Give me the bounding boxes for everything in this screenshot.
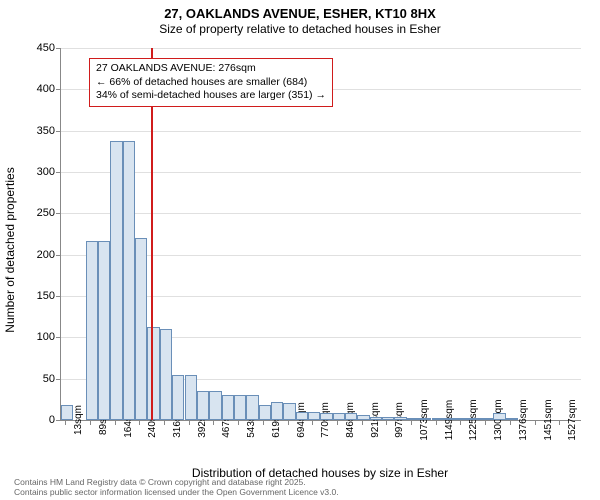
- histogram-bar: [345, 413, 357, 420]
- x-tick-label: 1451sqm: [535, 399, 554, 440]
- y-tick-label: 200: [15, 249, 61, 261]
- histogram-bar: [135, 238, 147, 420]
- histogram-bar: [123, 141, 135, 420]
- y-tick-label: 0: [15, 414, 61, 426]
- histogram-bar: [419, 418, 431, 420]
- chart-container: 27, OAKLANDS AVENUE, ESHER, KT10 8HX Siz…: [0, 0, 600, 500]
- histogram-bar: [110, 141, 122, 420]
- histogram-bar: [432, 418, 444, 420]
- histogram-bar: [382, 417, 394, 420]
- chart-title-sub: Size of property relative to detached ho…: [0, 22, 600, 36]
- x-tick-label: 770sqm: [312, 402, 331, 438]
- histogram-bar: [259, 405, 271, 420]
- annotation-line3: 34% of semi-detached houses are larger (…: [96, 89, 326, 103]
- histogram-bar: [160, 329, 172, 420]
- x-tick-label: 1527sqm: [559, 399, 578, 440]
- x-tick-label: 921sqm: [362, 402, 381, 438]
- histogram-bar: [456, 418, 468, 420]
- histogram-bar: [271, 402, 283, 420]
- histogram-bar: [469, 418, 481, 420]
- histogram-bar: [320, 413, 332, 420]
- annotation-line2: ← 66% of detached houses are smaller (68…: [96, 76, 326, 90]
- histogram-bar: [246, 395, 258, 420]
- gridline-h: [61, 172, 581, 173]
- annotation-box: 27 OAKLANDS AVENUE: 276sqm← 66% of detac…: [89, 58, 333, 107]
- histogram-bar: [197, 391, 209, 420]
- y-tick-label: 300: [15, 166, 61, 178]
- histogram-bar: [61, 405, 73, 420]
- chart-title-main: 27, OAKLANDS AVENUE, ESHER, KT10 8HX: [0, 6, 600, 21]
- y-tick-label: 450: [15, 42, 61, 54]
- x-tick-label: 997sqm: [386, 402, 405, 438]
- gridline-h: [61, 213, 581, 214]
- histogram-bar: [444, 418, 456, 420]
- footer-note: Contains HM Land Registry data © Crown c…: [14, 478, 339, 498]
- y-tick-label: 400: [15, 83, 61, 95]
- histogram-bar: [506, 418, 518, 420]
- histogram-bar: [185, 375, 197, 420]
- histogram-bar: [493, 413, 505, 420]
- x-tick-label: 1149sqm: [436, 400, 455, 440]
- y-tick-label: 350: [15, 125, 61, 137]
- histogram-bar: [86, 241, 98, 420]
- histogram-bar: [222, 395, 234, 420]
- histogram-bar: [370, 417, 382, 420]
- gridline-h: [61, 48, 581, 49]
- histogram-bar: [407, 418, 419, 420]
- x-tick-label: 1225sqm: [460, 399, 479, 440]
- y-tick-label: 100: [15, 331, 61, 343]
- histogram-bar: [147, 327, 159, 420]
- x-tick-label: 1073sqm: [411, 399, 430, 440]
- annotation-line1: 27 OAKLANDS AVENUE: 276sqm: [96, 62, 326, 76]
- histogram-bar: [296, 412, 308, 420]
- plot-area: 05010015020025030035040045013sqm89sqm164…: [60, 48, 581, 421]
- histogram-bar: [234, 395, 246, 420]
- histogram-bar: [308, 412, 320, 420]
- gridline-h: [61, 131, 581, 132]
- footer-line2: Contains public sector information licen…: [14, 488, 339, 498]
- x-tick-label: 1300sqm: [485, 399, 504, 440]
- y-tick-label: 150: [15, 290, 61, 302]
- x-tick-label: 1376sqm: [510, 399, 529, 440]
- y-tick-label: 50: [15, 373, 61, 385]
- histogram-bar: [172, 375, 184, 420]
- histogram-bar: [357, 415, 369, 420]
- y-tick-label: 250: [15, 207, 61, 219]
- histogram-bar: [209, 391, 221, 420]
- histogram-bar: [394, 417, 406, 420]
- histogram-bar: [283, 403, 295, 420]
- x-tick-label: 846sqm: [337, 402, 356, 438]
- histogram-bar: [333, 413, 345, 420]
- histogram-bar: [98, 241, 110, 420]
- histogram-bar: [481, 418, 493, 420]
